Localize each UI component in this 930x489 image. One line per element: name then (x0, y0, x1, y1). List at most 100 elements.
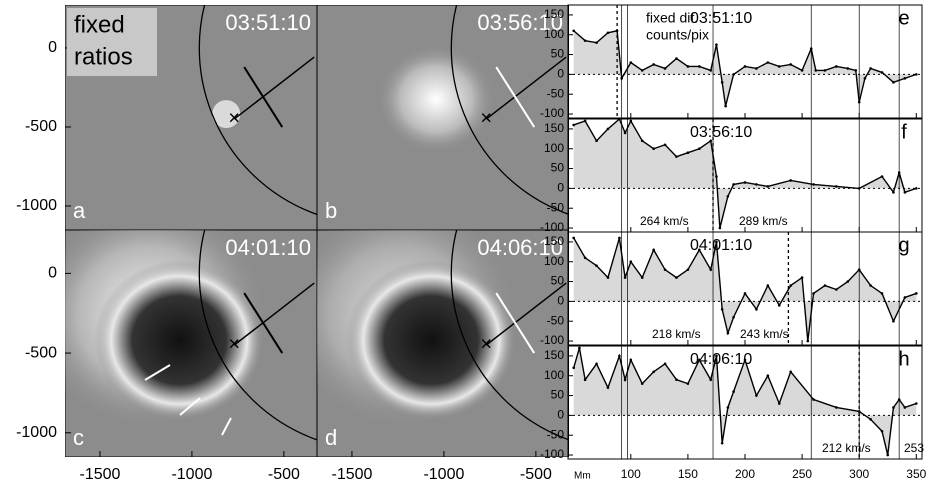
y-tick-label: 150 (544, 348, 564, 362)
area (573, 347, 917, 456)
arrow (179, 397, 201, 416)
point (903, 191, 907, 194)
point (869, 67, 872, 70)
cross: × (228, 333, 240, 355)
y-tick-label: -50 (547, 200, 565, 214)
x-tick-label: 250 (792, 467, 812, 481)
point (777, 65, 781, 68)
image-panel: × (65, 230, 317, 457)
point (892, 406, 895, 409)
point (686, 65, 690, 68)
point (903, 296, 907, 299)
point (640, 382, 644, 385)
image-panel: × (317, 5, 569, 230)
point (869, 418, 872, 421)
point (640, 69, 644, 72)
point (720, 441, 724, 445)
point (800, 69, 804, 72)
point (715, 240, 718, 244)
point (766, 284, 770, 287)
point (606, 386, 610, 389)
profile (573, 117, 917, 229)
slit (485, 56, 567, 120)
annotation: 212 km/s (822, 441, 871, 455)
point (789, 63, 792, 66)
solar-limb (198, 5, 317, 216)
point (732, 390, 735, 393)
point (629, 260, 633, 264)
point (835, 288, 838, 291)
y-tick-label: 100 (544, 368, 564, 382)
point (618, 354, 621, 358)
x-tick-label: 350 (906, 467, 926, 481)
panel-time: 04:06:10 (690, 351, 752, 368)
point (572, 29, 576, 33)
area (573, 237, 917, 342)
slit (233, 56, 315, 120)
point (857, 187, 861, 190)
point (595, 139, 598, 143)
point (903, 77, 907, 80)
point (743, 358, 747, 362)
y-tick-label: -50 (547, 86, 565, 100)
panel-time: 03:51:10 (225, 10, 311, 35)
point (724, 104, 727, 108)
y-tick-label: -1000 (16, 197, 57, 214)
point (726, 195, 730, 198)
dimming (346, 260, 517, 421)
annotation: 264 km/s (640, 214, 689, 228)
point (755, 183, 758, 186)
panel-letter: a (73, 198, 86, 223)
point (814, 69, 818, 72)
y-tick-label: 50 (551, 161, 565, 175)
point (686, 151, 690, 155)
point (903, 406, 907, 409)
point (854, 69, 858, 72)
point (615, 29, 619, 33)
panel-time: 04:06:10 (477, 235, 563, 260)
annotation: 289 km/s (739, 214, 788, 228)
panel-letter: d (325, 425, 337, 450)
point (914, 73, 918, 76)
point (880, 292, 884, 295)
y-tick-label: 150 (544, 234, 564, 248)
point (629, 119, 633, 123)
point (663, 67, 667, 70)
legend-text: ratios (74, 43, 133, 70)
point (572, 123, 576, 127)
point (789, 370, 792, 374)
point (572, 236, 576, 240)
point (809, 47, 813, 50)
x-tick-label: 150 (678, 467, 698, 481)
point (698, 358, 701, 362)
point (835, 65, 838, 68)
slit-mark (495, 292, 536, 354)
annotation: 253 (904, 441, 924, 455)
y-tick-label: 0 (48, 39, 57, 56)
point (675, 378, 678, 382)
y-tick-label: 0 (557, 294, 564, 308)
panel-time: 03:51:10 (690, 10, 752, 27)
wave-front (376, 44, 497, 155)
point (806, 339, 810, 343)
point (698, 147, 701, 151)
y-tick-label: -100 (540, 220, 564, 234)
dimming (94, 260, 265, 421)
x-tick-label: 100 (621, 467, 641, 481)
point (709, 69, 713, 72)
solar-limb (450, 5, 569, 216)
flare (212, 100, 241, 129)
point (675, 276, 678, 279)
cross: × (228, 107, 240, 129)
point (595, 362, 598, 366)
solar-limb (198, 230, 317, 441)
x-tick-label: -1000 (423, 466, 464, 483)
point (640, 276, 644, 279)
point (620, 77, 623, 80)
point (914, 187, 918, 190)
y-tick-label: -500 (25, 118, 57, 135)
y-tick-label: 50 (551, 388, 565, 402)
x-tick-label: -1000 (171, 466, 212, 483)
point (578, 346, 581, 350)
y-tick-label: 0 (557, 408, 564, 422)
